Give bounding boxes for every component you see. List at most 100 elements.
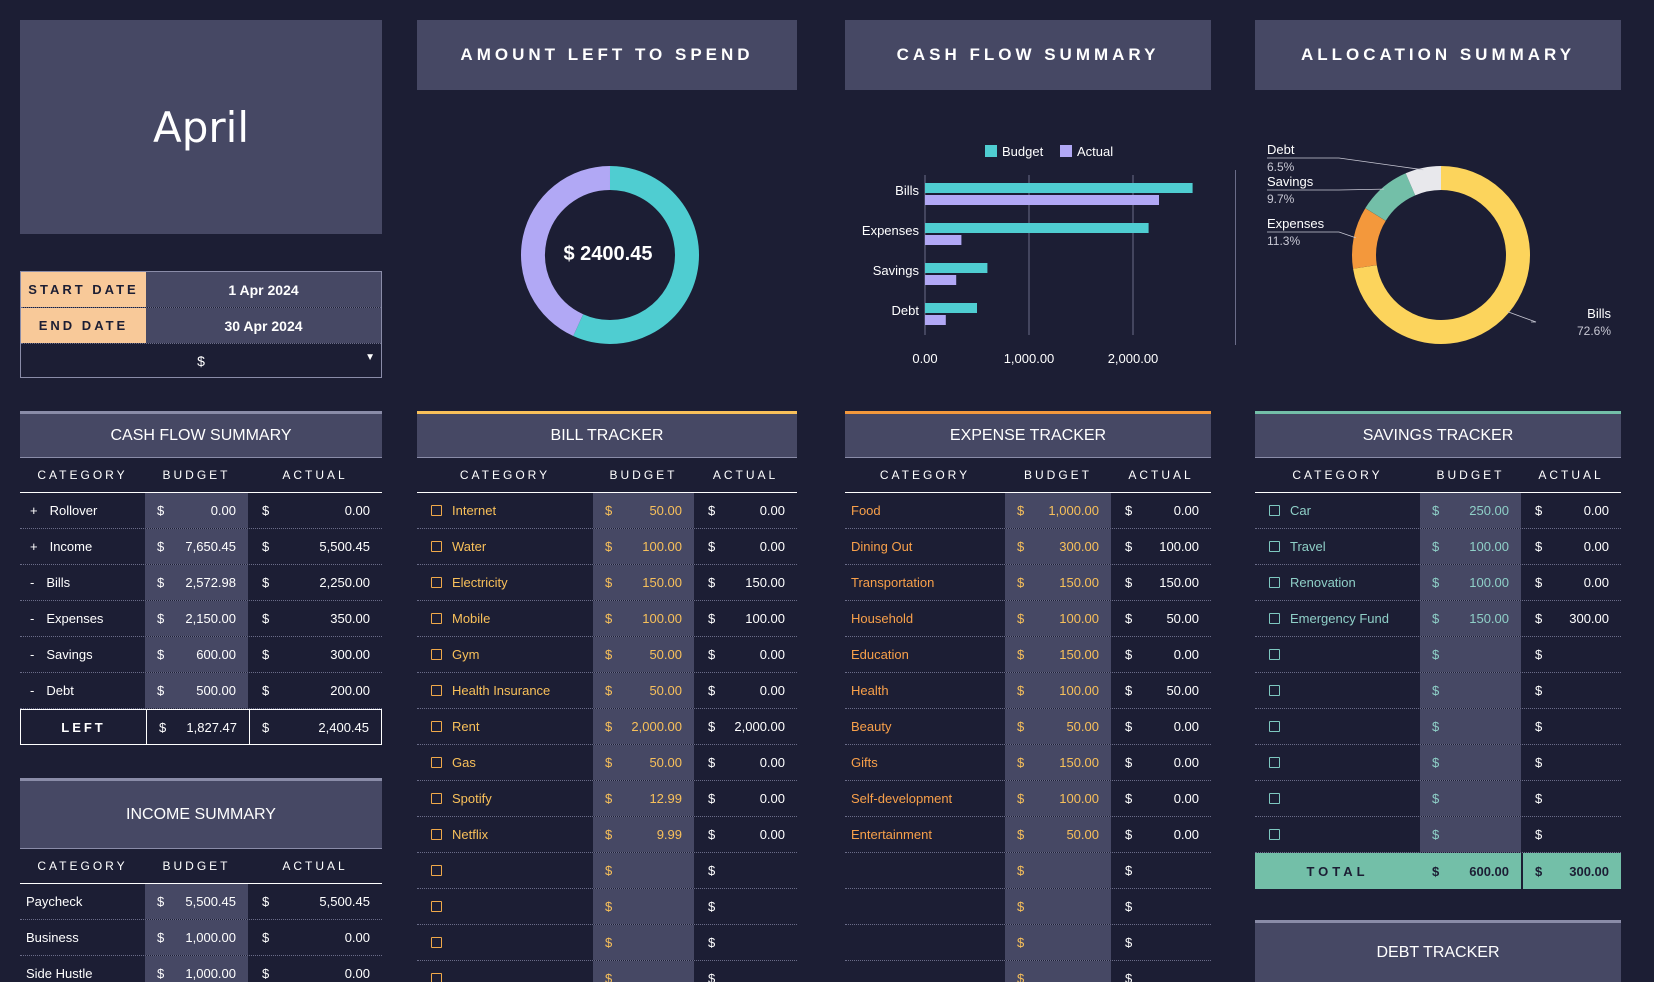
row-actual[interactable]: $0.00 xyxy=(248,920,382,955)
row-budget[interactable]: $600.00 xyxy=(145,637,248,672)
checkbox-icon[interactable] xyxy=(431,685,442,696)
row-category-label[interactable]: Internet xyxy=(452,503,497,518)
row-budget[interactable]: $0.00 xyxy=(145,493,248,528)
checkbox-icon[interactable] xyxy=(1269,829,1280,840)
row-budget[interactable]: $50.00 xyxy=(1005,709,1111,744)
row-budget[interactable]: $7,650.45 xyxy=(145,529,248,564)
row-actual[interactable]: $ xyxy=(1521,781,1621,816)
row-budget[interactable]: $9.99 xyxy=(593,817,694,852)
row-actual[interactable]: $100.00 xyxy=(1111,529,1211,564)
row-category-label[interactable]: Income xyxy=(49,539,93,554)
row-category-label[interactable]: Household xyxy=(851,611,914,626)
row-category-label[interactable]: Travel xyxy=(1290,539,1326,554)
row-category-label[interactable]: Rollover xyxy=(49,503,98,518)
row-actual[interactable]: $0.00 xyxy=(694,493,797,528)
row-actual[interactable]: $150.00 xyxy=(1111,565,1211,600)
checkbox-icon[interactable] xyxy=(1269,505,1280,516)
row-category-label[interactable]: Food xyxy=(851,503,881,518)
row-budget[interactable]: $1,000.00 xyxy=(1005,493,1111,528)
checkbox-icon[interactable] xyxy=(431,613,442,624)
row-budget[interactable]: $50.00 xyxy=(593,745,694,780)
checkbox-icon[interactable] xyxy=(431,865,442,876)
row-actual[interactable]: $0.00 xyxy=(694,745,797,780)
row-category-label[interactable]: Health Insurance xyxy=(452,683,551,698)
row-budget[interactable]: $ xyxy=(1420,673,1521,708)
start-date-value[interactable]: 1 Apr 2024 xyxy=(146,272,381,307)
row-budget[interactable]: $12.99 xyxy=(593,781,694,816)
row-budget[interactable]: $50.00 xyxy=(1005,817,1111,852)
row-actual[interactable]: $150.00 xyxy=(694,565,797,600)
row-budget[interactable]: $100.00 xyxy=(1005,601,1111,636)
row-category-label[interactable]: Netflix xyxy=(452,827,489,842)
row-actual[interactable]: $0.00 xyxy=(694,529,797,564)
row-category-label[interactable]: Gifts xyxy=(851,755,878,770)
checkbox-icon[interactable] xyxy=(1269,721,1280,732)
row-budget[interactable]: $100.00 xyxy=(593,601,694,636)
row-category-label[interactable]: Entertainment xyxy=(851,827,932,842)
row-actual[interactable]: $200.00 xyxy=(248,673,382,708)
row-actual[interactable]: $0.00 xyxy=(694,673,797,708)
row-category-label[interactable]: Emergency Fund xyxy=(1290,611,1389,626)
row-category-label[interactable]: Electricity xyxy=(452,575,508,590)
row-budget[interactable]: $150.00 xyxy=(1005,637,1111,672)
checkbox-icon[interactable] xyxy=(431,757,442,768)
row-actual[interactable]: $2,000.00 xyxy=(694,709,797,744)
checkbox-icon[interactable] xyxy=(1269,541,1280,552)
row-actual[interactable]: $0.00 xyxy=(1521,565,1621,600)
row-category-label[interactable]: Gas xyxy=(452,755,476,770)
row-actual[interactable]: $ xyxy=(694,853,797,888)
row-actual[interactable]: $5,500.45 xyxy=(248,529,382,564)
row-category-label[interactable]: Health xyxy=(851,683,889,698)
row-budget[interactable]: $ xyxy=(1005,889,1111,924)
row-actual[interactable]: $ xyxy=(1521,817,1621,852)
checkbox-icon[interactable] xyxy=(431,577,442,588)
checkbox-icon[interactable] xyxy=(431,901,442,912)
checkbox-icon[interactable] xyxy=(1269,757,1280,768)
row-category-label[interactable]: Education xyxy=(851,647,909,662)
row-budget[interactable]: $100.00 xyxy=(1420,529,1521,564)
row-actual[interactable]: $0.00 xyxy=(1521,493,1621,528)
end-date-value[interactable]: 30 Apr 2024 xyxy=(146,308,381,343)
row-budget[interactable]: $2,150.00 xyxy=(145,601,248,636)
row-category-label[interactable]: Savings xyxy=(46,647,93,662)
row-actual[interactable]: $0.00 xyxy=(1111,709,1211,744)
row-actual[interactable]: $50.00 xyxy=(1111,601,1211,636)
row-budget[interactable]: $150.00 xyxy=(593,565,694,600)
row-budget[interactable]: $2,000.00 xyxy=(593,709,694,744)
checkbox-icon[interactable] xyxy=(431,829,442,840)
row-category-label[interactable]: Car xyxy=(1290,503,1311,518)
row-budget[interactable]: $1,000.00 xyxy=(145,920,248,955)
row-actual[interactable]: $0.00 xyxy=(1111,493,1211,528)
row-budget[interactable]: $150.00 xyxy=(1420,601,1521,636)
checkbox-icon[interactable] xyxy=(1269,577,1280,588)
row-budget[interactable]: $ xyxy=(593,925,694,960)
row-budget[interactable]: $ xyxy=(1420,709,1521,744)
row-category-label[interactable]: Expenses xyxy=(46,611,104,626)
row-budget[interactable]: $100.00 xyxy=(593,529,694,564)
row-category-label[interactable]: Rent xyxy=(452,719,480,734)
row-actual[interactable]: $50.00 xyxy=(1111,673,1211,708)
row-actual[interactable]: $0.00 xyxy=(1111,817,1211,852)
row-category-label[interactable]: Transportation xyxy=(851,575,935,590)
checkbox-icon[interactable] xyxy=(431,937,442,948)
row-actual[interactable]: $ xyxy=(1111,889,1211,924)
row-category-label[interactable]: Business xyxy=(26,930,79,945)
row-actual[interactable]: $ xyxy=(694,925,797,960)
row-actual[interactable]: $ xyxy=(1521,673,1621,708)
row-actual[interactable]: $300.00 xyxy=(1521,601,1621,636)
row-budget[interactable]: $1,000.00 xyxy=(145,956,248,982)
row-budget[interactable]: $50.00 xyxy=(593,637,694,672)
row-budget[interactable]: $ xyxy=(593,961,694,982)
row-category-label[interactable]: Dining Out xyxy=(851,539,913,554)
row-budget[interactable]: $ xyxy=(1005,925,1111,960)
row-actual[interactable]: $ xyxy=(1111,925,1211,960)
row-actual[interactable]: $ xyxy=(694,961,797,982)
row-budget[interactable]: $ xyxy=(1420,817,1521,852)
checkbox-icon[interactable] xyxy=(1269,685,1280,696)
row-actual[interactable]: $0.00 xyxy=(248,956,382,982)
row-category-label[interactable]: Self-development xyxy=(851,791,953,806)
row-budget[interactable]: $300.00 xyxy=(1005,529,1111,564)
row-actual[interactable]: $ xyxy=(1111,853,1211,888)
checkbox-icon[interactable] xyxy=(1269,613,1280,624)
currency-select[interactable]: $ ▼ xyxy=(21,344,381,378)
